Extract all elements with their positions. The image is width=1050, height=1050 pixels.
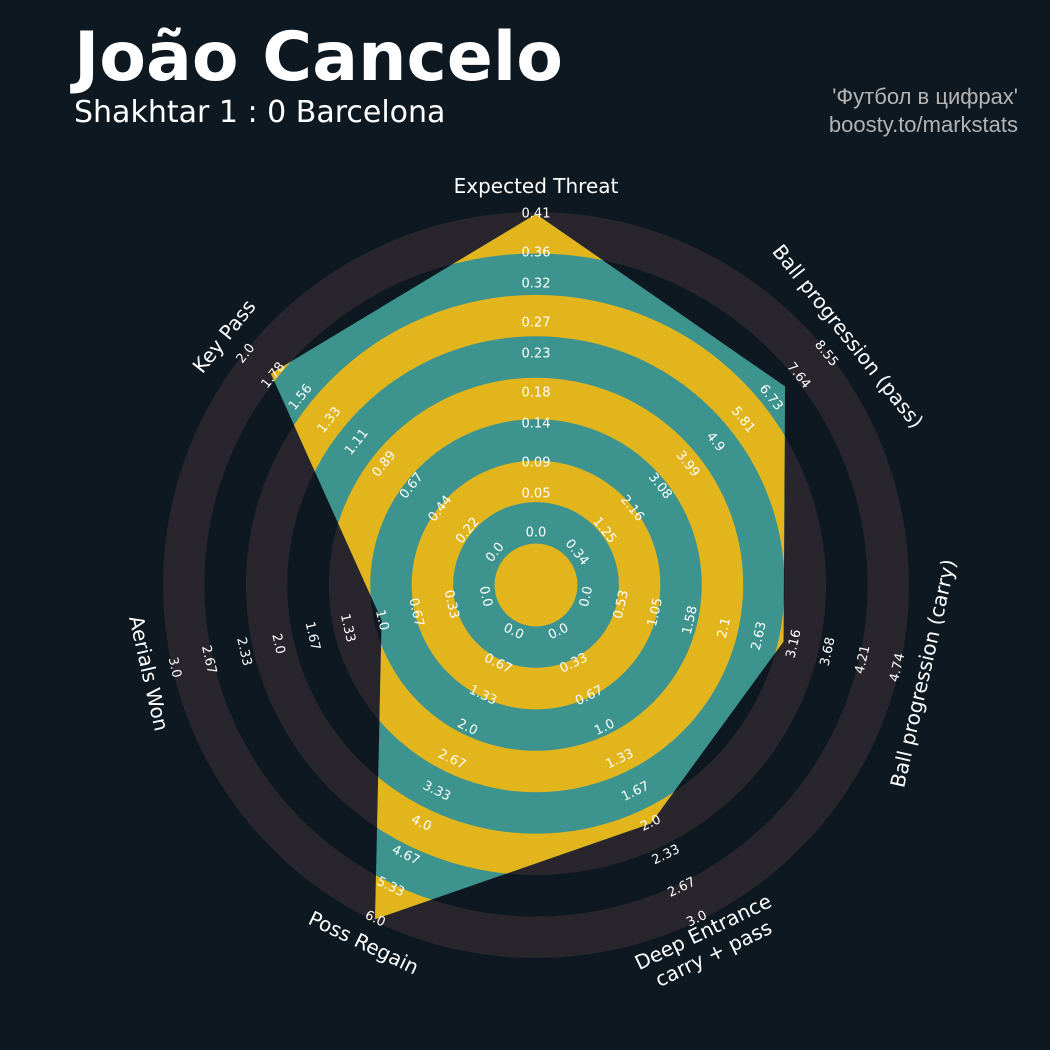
credit: 'Футбол в цифрах' xyxy=(832,84,1018,109)
tick-label: 0.0 xyxy=(577,585,596,609)
tick-label: 4.21 xyxy=(852,644,873,676)
ring-group xyxy=(270,214,786,920)
chart-subtitle: Shakhtar 1 : 0 Barcelona xyxy=(74,95,445,130)
tick-label: 1.67 xyxy=(302,620,323,652)
tick-label: 2.63 xyxy=(749,620,770,652)
tick-label: 0.18 xyxy=(522,385,551,400)
tick-label: 2.1 xyxy=(715,616,734,640)
inner-ring xyxy=(411,460,661,710)
axis-label-line: Expected Threat xyxy=(454,174,619,198)
tick-label: 0.53 xyxy=(611,589,632,621)
tick-label: 2.0 xyxy=(268,632,287,656)
tick-label: 0.41 xyxy=(522,207,551,222)
tick-label: 1.05 xyxy=(645,597,666,629)
tick-label: 0.0 xyxy=(526,526,547,541)
tick-label: 3.68 xyxy=(818,636,839,668)
tick-label: 3.0 xyxy=(165,656,184,680)
tick-label: 0.09 xyxy=(522,455,551,470)
tick-label: 0.32 xyxy=(522,277,551,292)
tick-label: 1.33 xyxy=(337,612,358,644)
tick-label: 0.05 xyxy=(522,487,551,502)
inner-ring xyxy=(494,543,578,627)
tick-label: 4.74 xyxy=(887,652,908,684)
tick-label: 0.67 xyxy=(405,597,426,629)
tick-label: 2.33 xyxy=(233,636,254,668)
axis-label: Expected Threat xyxy=(454,174,619,198)
credit: boosty.to/markstats xyxy=(829,112,1018,137)
tick-label: 3.16 xyxy=(783,628,804,660)
tick-label: 0.14 xyxy=(522,417,551,432)
tick-label: 0.0 xyxy=(476,585,495,609)
tick-label: 1.58 xyxy=(680,604,701,636)
tick-label: 1.0 xyxy=(372,608,391,632)
tick-label: 0.23 xyxy=(522,347,551,362)
tick-label: 0.36 xyxy=(522,245,551,260)
tick-label: 2.67 xyxy=(198,644,219,676)
tick-label: 0.27 xyxy=(522,315,551,330)
chart-title: João Cancelo xyxy=(70,18,563,97)
tick-label: 0.33 xyxy=(441,589,462,621)
